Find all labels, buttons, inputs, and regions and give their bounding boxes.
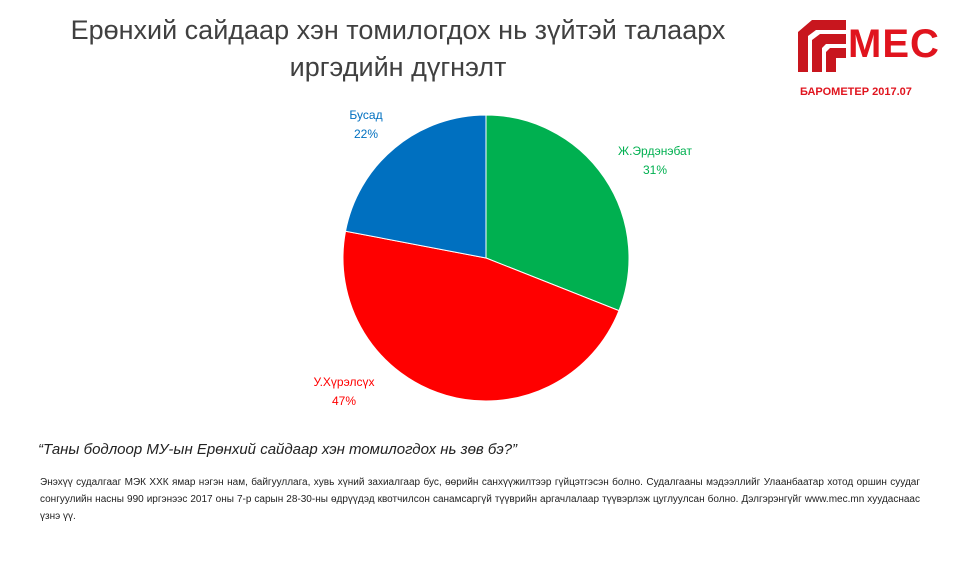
logo-caption: БАРОМЕТЕР 2017.07	[800, 86, 912, 98]
logo-icon	[798, 20, 846, 72]
slice-value-label: 22%	[354, 127, 378, 141]
slice-label: У.Хүрэлсүх	[314, 375, 375, 389]
footnote: Энэхүү судалгааг МЭК ХХК ямар нэгэн нам,…	[40, 477, 920, 522]
slice-value-label: 47%	[332, 394, 356, 408]
pie-slice	[342, 230, 620, 402]
slice-value-label: 31%	[643, 163, 667, 177]
question: “Таны бодлоор МУ-ын Ерөнхий сайдаар хэн …	[38, 441, 518, 458]
slice-label: Бусад	[349, 108, 382, 122]
pie-chart: Ж.Эрдэнэбат 31% У.Хүрэлсүх 47% Бусад 22%	[314, 108, 693, 408]
pie-slice	[344, 114, 487, 259]
chart-title: Ерөнхий сайдаар хэн томилогдох нь зүйтэй…	[70, 15, 726, 82]
logo-name: МЕС	[848, 22, 940, 66]
pie-slice	[485, 114, 630, 312]
slice-label: Ж.Эрдэнэбат	[618, 144, 692, 158]
